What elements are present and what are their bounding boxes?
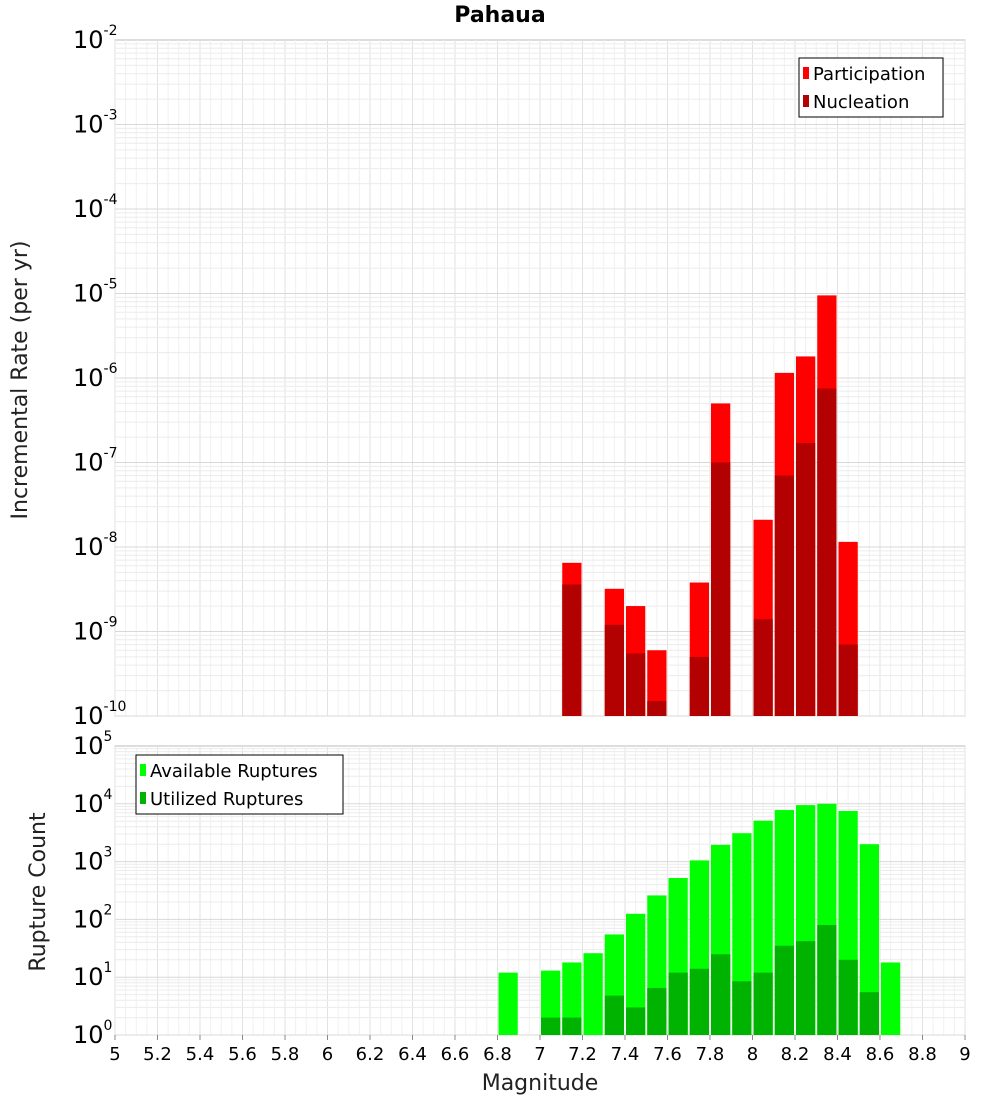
x-tick-label: 6.8 — [483, 1044, 512, 1065]
x-tick-label: 5.8 — [271, 1044, 300, 1065]
rate-y-axis-label: Incremental Rate (per yr) — [8, 241, 33, 520]
x-tick-label: 6.4 — [398, 1044, 427, 1065]
utilized-ruptures-bar — [541, 1017, 561, 1035]
y-tick-label: 10-7 — [73, 446, 118, 477]
x-tick-label: 8.4 — [823, 1044, 852, 1065]
chart-title: Pahaua — [454, 3, 545, 28]
available-ruptures-bar — [498, 972, 518, 1035]
count-legend: Available Ruptures Utilized Ruptures — [135, 754, 344, 815]
count-panel: 105 104 103 102 101 100 Rupture Count Availab… — [26, 729, 966, 1049]
nucleation-bar — [817, 388, 837, 716]
count-y-ticks: 105 104 103 102 101 100 — [73, 729, 113, 1049]
nucleation-legend-label: Nucleation — [813, 92, 909, 113]
nucleation-legend-swatch — [803, 95, 809, 107]
nucleation-bar — [604, 624, 624, 716]
y-tick-label: 100 — [73, 1018, 112, 1049]
rate-bars — [562, 295, 858, 716]
available-ruptures-bar — [583, 953, 603, 1035]
x-tick-label: 6.6 — [441, 1044, 470, 1065]
x-tick-label: 7.2 — [568, 1044, 597, 1065]
x-tick-label: 7.6 — [653, 1044, 682, 1065]
utilized-ruptures-bar — [732, 981, 752, 1035]
count-legend-box — [135, 754, 344, 815]
utilized-ruptures-bar — [774, 945, 794, 1035]
x-tick-label: 8.6 — [866, 1044, 895, 1065]
x-tick-label: 5 — [109, 1044, 120, 1065]
y-tick-label: 105 — [73, 729, 112, 760]
rate-panel: 10-2 10-3 10-4 10-5 10-6 10-7 10-8 10-9 10-10 In… — [8, 23, 966, 730]
y-tick-label: 104 — [73, 787, 113, 818]
nucleation-bar — [711, 462, 731, 716]
rate-gridlines — [114, 40, 966, 717]
nucleation-bar — [562, 584, 582, 716]
x-tick-label: 7.4 — [611, 1044, 640, 1065]
utilized-legend-swatch — [140, 792, 146, 804]
participation-legend-label: Participation — [813, 64, 925, 85]
x-tick-label: 9 — [959, 1044, 970, 1065]
utilized-ruptures-bar — [668, 972, 688, 1035]
utilized-ruptures-bar — [604, 995, 624, 1035]
x-axis-ticks: 5 5.2 5.4 5.6 5.8 6 6.2 6.4 6.6 6.8 7 7.2 7.4 7.6 7.8 8… — [109, 1035, 971, 1065]
y-tick-label: 10-2 — [73, 23, 118, 54]
count-bars — [498, 803, 901, 1035]
rate-legend-box — [798, 57, 944, 118]
participation-legend-swatch — [803, 67, 809, 79]
x-tick-label: 8.8 — [908, 1044, 937, 1065]
x-tick-label: 8.2 — [781, 1044, 810, 1065]
available-ruptures-bar — [626, 913, 646, 1035]
y-tick-label: 10-6 — [73, 361, 118, 392]
x-tick-label: 6 — [322, 1044, 333, 1065]
utilized-ruptures-bar — [753, 972, 773, 1035]
y-tick-label: 10-10 — [73, 699, 126, 730]
available-ruptures-bar — [881, 962, 901, 1035]
utilized-ruptures-bar — [562, 1017, 582, 1035]
x-tick-label: 5.6 — [228, 1044, 257, 1065]
utilized-ruptures-bar — [689, 968, 709, 1035]
y-tick-label: 103 — [73, 845, 112, 876]
nucleation-bar — [647, 701, 667, 716]
y-tick-label: 10-8 — [73, 530, 118, 561]
x-tick-label: 5.4 — [186, 1044, 215, 1065]
x-axis-label: Magnitude — [482, 1071, 599, 1096]
count-y-axis-label: Rupture Count — [26, 812, 51, 972]
x-tick-label: 6.2 — [356, 1044, 385, 1065]
y-tick-label: 10-3 — [73, 108, 118, 139]
utilized-legend-label: Utilized Ruptures — [150, 789, 303, 810]
utilized-ruptures-bar — [796, 941, 816, 1035]
y-tick-label: 10-5 — [73, 277, 118, 308]
y-tick-label: 10-9 — [73, 615, 118, 646]
utilized-ruptures-bar — [859, 992, 879, 1035]
x-tick-label: 5.2 — [143, 1044, 172, 1065]
x-tick-label: 7.8 — [696, 1044, 725, 1065]
available-legend-swatch — [140, 764, 146, 776]
y-tick-label: 101 — [73, 960, 112, 991]
rate-y-ticks: 10-2 10-3 10-4 10-5 10-6 10-7 10-8 10-9 10-10 — [73, 23, 126, 730]
utilized-ruptures-bar — [711, 954, 731, 1035]
x-tick-label: 8 — [747, 1044, 758, 1065]
nucleation-bar — [753, 619, 773, 716]
utilized-ruptures-bar — [626, 1007, 646, 1035]
x-tick-label: 7 — [534, 1044, 545, 1065]
available-ruptures-bar — [562, 962, 582, 1035]
rate-legend: Participation Nucleation — [798, 57, 944, 118]
utilized-ruptures-bar — [838, 959, 858, 1035]
participation-bar — [647, 650, 667, 716]
y-tick-label: 10-4 — [73, 192, 118, 223]
y-tick-label: 102 — [73, 902, 112, 933]
nucleation-bar — [626, 653, 646, 716]
nucleation-bar — [796, 443, 816, 716]
utilized-ruptures-bar — [817, 925, 837, 1035]
utilized-ruptures-bar — [647, 988, 667, 1035]
available-legend-label: Available Ruptures — [150, 761, 318, 782]
nucleation-bar — [774, 475, 794, 716]
nucleation-bar — [689, 656, 709, 716]
nucleation-bar — [838, 644, 858, 716]
available-ruptures-bar — [859, 844, 879, 1035]
